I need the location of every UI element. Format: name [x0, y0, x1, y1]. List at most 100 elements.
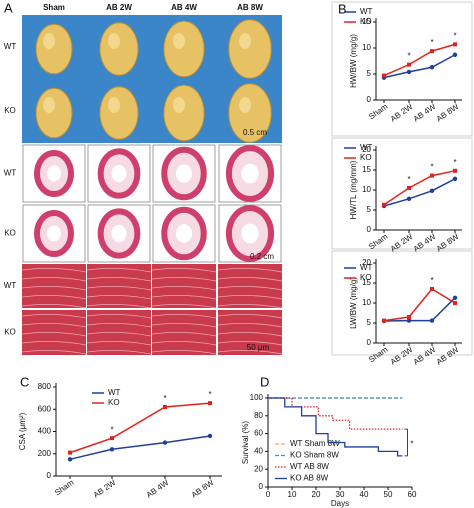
frame [331, 137, 473, 250]
x-tick-label: 0 [266, 490, 271, 499]
marker [406, 196, 412, 201]
row-label: KO [4, 229, 16, 238]
fiber [86, 286, 152, 291]
marker [162, 440, 168, 445]
fiber [151, 350, 217, 355]
marker [382, 202, 386, 207]
y-tick-label: 800 [38, 382, 52, 391]
y-tick-label: 100 [250, 393, 264, 402]
heart [99, 86, 139, 140]
marker [430, 173, 434, 178]
section-lumen [47, 225, 61, 242]
histology [87, 264, 151, 308]
fiber [21, 304, 87, 309]
histology [22, 264, 86, 308]
x-tick-label: 20 [312, 490, 321, 499]
fiber [21, 323, 87, 328]
series-line [69, 402, 211, 454]
column-header: AB 8W [237, 3, 263, 12]
fiber [21, 314, 87, 319]
heart [228, 83, 272, 143]
marker [407, 186, 411, 190]
x-tick-label: 40 [360, 490, 369, 499]
heart-shine [108, 97, 120, 113]
heart [35, 87, 73, 139]
marker [430, 287, 434, 291]
section-lumen [175, 224, 193, 243]
heart-shine [239, 33, 251, 49]
fiber [151, 268, 217, 273]
heart [228, 19, 272, 79]
significance: * [453, 158, 456, 167]
fiber [86, 350, 152, 355]
y-tick-label: 20 [362, 145, 371, 154]
fiber [217, 295, 283, 300]
fiber [217, 323, 283, 328]
row-label: KO [4, 328, 16, 337]
fiber [151, 295, 217, 300]
fiber [217, 350, 283, 355]
marker [208, 401, 212, 406]
y-tick-label: 10 [362, 298, 371, 307]
panel-label: D [260, 374, 269, 389]
marker [430, 49, 434, 54]
series-line [383, 178, 456, 207]
significance: * [430, 38, 433, 47]
fiber [21, 332, 87, 337]
y-tick-label: 15 [362, 165, 371, 174]
legend-label: KO [108, 398, 120, 407]
marker [407, 315, 411, 319]
marker [163, 405, 167, 410]
significance: * [453, 31, 456, 40]
x-tick-label: 10 [288, 490, 297, 499]
fiber [86, 323, 152, 328]
fiber [151, 332, 217, 337]
row-label: KO [4, 106, 16, 115]
y-tick-label: 15 [362, 17, 371, 26]
fiber [151, 286, 217, 291]
fiber [86, 295, 152, 300]
fiber [217, 304, 283, 309]
significance: * [208, 390, 211, 399]
fiber [217, 332, 283, 337]
y-tick-label: 200 [38, 449, 52, 458]
y-tick-label: 0 [367, 95, 372, 104]
x-tick-label: 50 [384, 490, 393, 499]
fiber [217, 277, 283, 282]
heart-shine [173, 97, 185, 113]
significance: * [110, 425, 113, 434]
fiber [86, 314, 152, 319]
y-tick-label: 20 [362, 258, 371, 267]
fiber [21, 286, 87, 291]
fiber [21, 268, 87, 273]
significance: * [407, 175, 410, 184]
marker [429, 188, 435, 193]
marker [109, 447, 115, 452]
column-header: AB 4W [171, 3, 197, 12]
frame [331, 250, 473, 356]
legend-label: WT [360, 7, 373, 16]
series-line [69, 435, 211, 461]
section-lumen [241, 163, 259, 184]
significance: * [430, 163, 433, 172]
fiber [151, 323, 217, 328]
legend-label: KO [360, 17, 372, 26]
fiber [86, 332, 152, 337]
section-lumen [47, 165, 61, 182]
section-lumen [111, 164, 127, 183]
y-tick-label: 10 [362, 43, 371, 52]
legend-label: KO Sham 8W [290, 451, 339, 460]
series-line [383, 43, 456, 77]
series-line [383, 54, 456, 79]
y-tick-label: 60 [254, 429, 263, 438]
significance: * [163, 394, 166, 403]
x-tick-label: 30 [336, 490, 345, 499]
x-tick-label: 60 [408, 490, 417, 499]
histology [152, 264, 216, 308]
series-line [383, 288, 456, 322]
y-axis-label: LW/BW (mg/g) [349, 277, 358, 329]
marker [406, 318, 412, 323]
marker [110, 436, 114, 441]
marker [207, 433, 213, 439]
